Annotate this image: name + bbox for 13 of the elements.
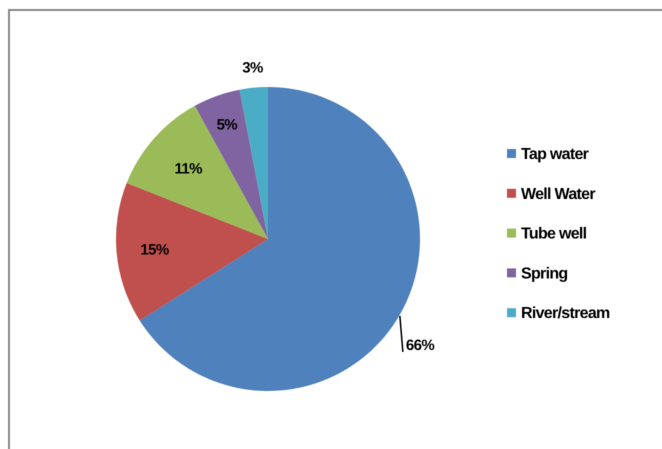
- legend-label: Well Water: [521, 186, 596, 203]
- data-label: 15%: [140, 242, 169, 259]
- pie-slice: [116, 183, 268, 320]
- pie-slice: [240, 87, 268, 239]
- legend-label: Tube well: [521, 226, 587, 243]
- data-label: 11%: [174, 160, 202, 178]
- legend-label: Spring: [521, 265, 568, 282]
- legend-label: Tap water: [521, 146, 589, 163]
- data-label: 66%: [406, 336, 434, 354]
- pie-slice: [126, 106, 268, 239]
- data-label: 5%: [216, 116, 238, 134]
- data-label: 3%: [242, 60, 264, 77]
- legend-label: River/stream: [521, 305, 610, 322]
